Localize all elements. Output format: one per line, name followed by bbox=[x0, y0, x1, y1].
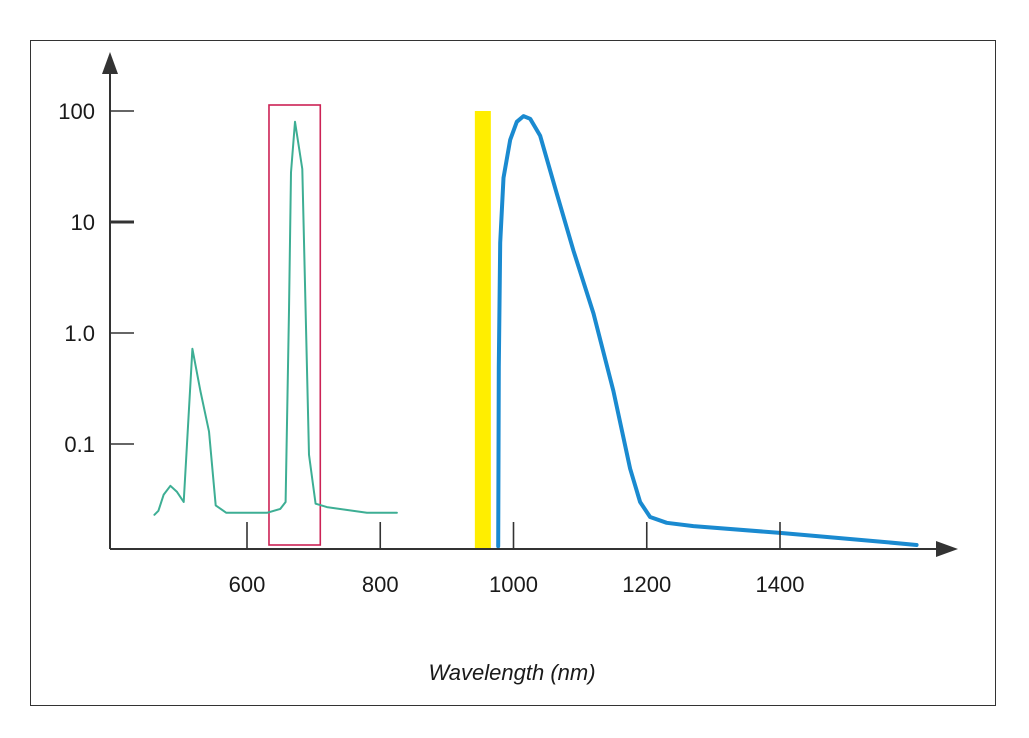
x-tick-label-600: 600 bbox=[229, 572, 266, 597]
x-tick-label-1000: 1000 bbox=[489, 572, 538, 597]
chart-axes bbox=[102, 52, 958, 557]
x-tick-label-800: 800 bbox=[362, 572, 399, 597]
y-tick-label-100: 100 bbox=[58, 99, 95, 124]
y-axis-arrow bbox=[102, 52, 118, 74]
x-axis-arrow bbox=[936, 541, 958, 557]
x-tick-label-1200: 1200 bbox=[622, 572, 671, 597]
highlight-box bbox=[268, 104, 322, 546]
series-line-visible-spectrum bbox=[153, 120, 398, 516]
x-axis-title: Wavelength (nm) bbox=[428, 660, 595, 685]
y-tick-label-1.0: 1.0 bbox=[64, 321, 95, 346]
series-line-infrared-emission bbox=[496, 114, 919, 549]
y-tick-label-10: 10 bbox=[71, 210, 95, 235]
highlight-band bbox=[474, 111, 491, 548]
x-tick-label-1400: 1400 bbox=[756, 572, 805, 597]
chart-labels: 600 800 1000 1200 1400 0.1 1.0 10 100 Wavelength … bbox=[58, 99, 804, 685]
chart-marks bbox=[153, 104, 919, 549]
y-tick-label-0.1: 0.1 bbox=[64, 432, 95, 457]
